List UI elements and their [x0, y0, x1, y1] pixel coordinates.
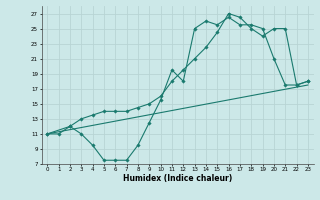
X-axis label: Humidex (Indice chaleur): Humidex (Indice chaleur): [123, 174, 232, 183]
